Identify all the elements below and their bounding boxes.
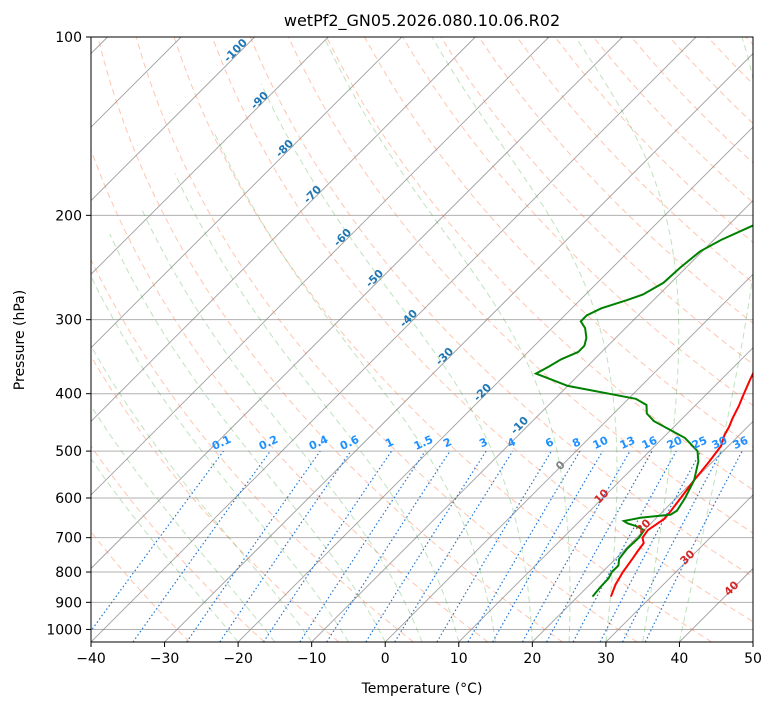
isotherm-line	[91, 37, 550, 496]
mixing-ratio-line	[219, 450, 352, 642]
dry-adiabat	[326, 37, 753, 491]
x-axis-label: Temperature (°C)	[361, 681, 483, 697]
dry-adiabat	[97, 37, 563, 642]
y-tick-label: 400	[55, 387, 82, 403]
y-tick-label: 200	[55, 208, 82, 224]
dry-adiabat	[135, 37, 638, 642]
dry-adiabat	[91, 258, 414, 642]
isotherm-line	[91, 37, 329, 275]
mixing-ratio-line	[644, 450, 743, 642]
x-tick-label: −40	[76, 651, 106, 667]
isotherm-line	[311, 200, 753, 642]
dewpoint-profile	[533, 224, 753, 598]
y-tick-label: 900	[55, 595, 82, 611]
y-tick-label: 1000	[46, 622, 82, 638]
mixing-ratio-line	[91, 450, 224, 632]
isotherm-line	[91, 37, 403, 349]
isotherm-line	[91, 37, 255, 202]
mixing-ratio-label: 13	[618, 434, 637, 452]
isotherm-line	[164, 52, 753, 642]
mixing-ratio-label: 16	[640, 434, 660, 452]
mixing-ratio-line	[132, 450, 271, 642]
isotherm-line	[91, 37, 623, 570]
skewed-isotherms	[91, 37, 753, 642]
moist-adiabat	[678, 37, 753, 642]
mixing-ratio-line	[326, 450, 451, 642]
dry-adiabat	[91, 445, 265, 642]
x-tick-label: 0	[381, 651, 390, 667]
mixing-ratio-line	[186, 450, 321, 642]
plot-frame	[90, 36, 754, 643]
y-axis-ticks: 100 200 300 400 500 600 700 800 900 1000	[46, 30, 91, 638]
mixing-ratio-lines	[91, 450, 743, 642]
y-tick-label: 800	[55, 565, 82, 581]
moist-adiabat	[91, 275, 349, 642]
isotherm-line	[91, 37, 476, 422]
moist-adiabat	[141, 208, 423, 642]
y-tick-label: 500	[55, 444, 82, 460]
temperature-profile	[609, 371, 753, 597]
isotherm-line	[91, 37, 697, 642]
mixing-ratio-line	[546, 450, 653, 642]
y-axis-label: Pressure (hPa)	[12, 290, 28, 390]
mixing-ratio-label: 25	[690, 434, 709, 452]
dry-adiabat	[173, 37, 713, 642]
moist-adiabat	[109, 233, 386, 642]
x-tick-label: 20	[523, 651, 541, 667]
moist-adiabat	[323, 37, 571, 642]
x-tick-label: −10	[297, 651, 327, 667]
mixing-ratio-line	[394, 450, 514, 642]
moist-adiabat	[213, 132, 497, 642]
isotherm-line	[605, 494, 753, 642]
isotherm-line	[237, 126, 753, 642]
mixing-ratio-label: 10	[591, 434, 611, 452]
mixing-ratio-label: 30	[710, 434, 730, 452]
moist-adiabat	[431, 37, 618, 642]
x-tick-label: −20	[223, 651, 253, 667]
moist-adiabats	[91, 37, 753, 642]
x-tick-label: 30	[597, 651, 615, 667]
isotherm-line	[458, 347, 753, 642]
mixing-ratio-line	[572, 450, 677, 642]
mixing-ratio-line	[521, 450, 631, 642]
dry-adiabats	[91, 37, 753, 642]
moist-adiabat	[174, 173, 460, 642]
dry-adiabat	[211, 37, 753, 623]
x-tick-label: 50	[744, 651, 762, 667]
y-tick-label: 600	[55, 491, 82, 507]
mixing-ratio-label: 36	[731, 434, 751, 452]
y-tick-label: 700	[55, 531, 82, 547]
plot-area: -100-90-80-70-60-50-40-30-20-10010203040…	[91, 37, 753, 642]
dry-adiabat	[249, 37, 753, 578]
mixing-ratio-label: 20	[665, 434, 685, 452]
moist-adiabat	[91, 404, 276, 642]
x-tick-label: −30	[150, 651, 180, 667]
x-tick-label: 40	[671, 651, 689, 667]
y-tick-label: 300	[55, 313, 82, 329]
x-tick-label: 10	[450, 651, 468, 667]
y-tick-label: 100	[55, 30, 82, 46]
sounding-series	[533, 224, 753, 598]
isotherm-line	[384, 273, 753, 642]
dry-adiabat	[91, 355, 340, 642]
chart-title: wetPf2_GN05.2026.080.10.06.R02	[284, 11, 560, 31]
mixing-ratio-line	[299, 450, 426, 642]
moist-adiabat	[260, 83, 533, 642]
isotherm-line	[532, 420, 753, 642]
mixing-ratio-line	[262, 450, 392, 642]
moist-adiabat	[91, 457, 239, 642]
x-axis-ticks: −40 −30 −20 −10 0 10 20 30 40 50	[76, 642, 762, 667]
dry-adiabat	[287, 37, 753, 534]
isobar-grid	[91, 37, 753, 630]
moist-adiabat	[575, 37, 680, 642]
